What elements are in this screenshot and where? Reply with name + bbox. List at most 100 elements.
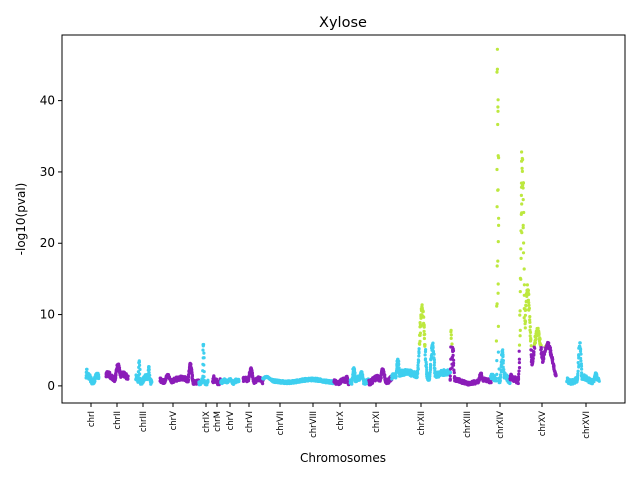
- data-point: [522, 283, 527, 287]
- data-point: [422, 315, 426, 319]
- x-tick-label: chrXIII: [463, 411, 473, 438]
- data-point: [531, 356, 535, 361]
- data-point: [147, 371, 151, 375]
- data-point: [517, 366, 522, 370]
- data-point: [508, 381, 512, 386]
- data-point: [201, 348, 205, 352]
- x-tick-label: chrXVI: [582, 411, 592, 439]
- data-point: [527, 303, 531, 307]
- data-point: [496, 259, 500, 263]
- data-point: [542, 352, 547, 356]
- data-point: [517, 357, 522, 361]
- data-point: [497, 156, 501, 160]
- data-point: [533, 341, 537, 345]
- data-point: [522, 210, 526, 215]
- data-point: [521, 251, 526, 255]
- data-point: [520, 166, 524, 170]
- data-point: [237, 379, 241, 384]
- data-point: [418, 339, 422, 343]
- data-point: [501, 350, 505, 354]
- data-point: [189, 362, 193, 366]
- data-point: [526, 289, 530, 293]
- data-point: [394, 374, 398, 378]
- data-point: [202, 351, 206, 355]
- data-point: [495, 167, 499, 172]
- data-point: [422, 329, 426, 333]
- data-point: [202, 375, 206, 379]
- data-point: [416, 363, 420, 367]
- data-point: [494, 379, 498, 383]
- data-point: [578, 349, 583, 353]
- x-tick-label: chrXIV: [496, 411, 506, 439]
- data-point: [529, 344, 533, 348]
- x-tick-label: chrXII: [417, 411, 427, 435]
- data-point: [526, 298, 531, 302]
- x-tick-label: chrXI: [372, 411, 382, 433]
- data-point: [448, 370, 452, 375]
- data-point: [418, 331, 422, 335]
- data-point: [419, 324, 423, 328]
- data-point: [108, 370, 112, 375]
- data-point: [202, 363, 206, 367]
- data-point: [498, 378, 502, 382]
- data-point: [521, 226, 525, 230]
- data-point: [597, 379, 601, 383]
- data-point: [520, 150, 524, 154]
- plot-frame: [61, 34, 626, 404]
- data-point: [538, 337, 542, 341]
- data-point: [417, 349, 421, 354]
- x-tick-label: chrXV: [538, 411, 548, 436]
- data-point: [528, 315, 532, 319]
- data-point: [126, 374, 130, 378]
- data-point: [494, 339, 498, 343]
- data-point: [202, 370, 206, 374]
- data-point: [497, 216, 501, 220]
- data-point: [579, 352, 583, 356]
- data-point: [421, 309, 425, 313]
- data-point: [580, 367, 584, 371]
- data-point: [521, 181, 526, 185]
- x-axis-label: Chromosomes: [300, 451, 386, 465]
- data-point: [517, 372, 521, 376]
- data-point: [579, 364, 584, 368]
- data-point: [519, 256, 523, 260]
- x-tick-label: chrX: [336, 411, 346, 431]
- data-point: [531, 359, 535, 364]
- data-point: [517, 369, 521, 373]
- data-point: [432, 360, 437, 365]
- data-point: [528, 318, 532, 322]
- data-point: [495, 205, 499, 209]
- data-point: [422, 336, 426, 341]
- data-point: [420, 303, 424, 307]
- data-point: [579, 356, 583, 360]
- data-point: [577, 363, 581, 367]
- data-point: [523, 313, 528, 317]
- data-point: [527, 306, 532, 310]
- data-point: [528, 334, 532, 338]
- data-point: [576, 361, 580, 365]
- data-point: [452, 368, 456, 372]
- x-tick-label: chrVI: [245, 411, 255, 433]
- y-axis-label: -log10(pval): [14, 183, 28, 256]
- data-point: [206, 380, 210, 384]
- data-point: [518, 334, 522, 338]
- data-point: [523, 326, 527, 330]
- data-point: [501, 359, 505, 363]
- data-point: [448, 374, 452, 378]
- data-point: [536, 326, 540, 330]
- data-point: [498, 373, 503, 377]
- data-point: [423, 350, 428, 354]
- data-point: [502, 368, 506, 372]
- data-point: [448, 378, 452, 382]
- x-tick-label: chrVIII: [309, 411, 319, 438]
- x-tick-label: chrV: [169, 411, 179, 431]
- data-point: [520, 169, 525, 173]
- data-point: [520, 231, 524, 235]
- data-point: [496, 282, 500, 286]
- data-point: [422, 325, 426, 329]
- data-point: [495, 67, 499, 71]
- data-point: [576, 369, 580, 373]
- data-point: [428, 362, 433, 366]
- data-point: [522, 241, 526, 245]
